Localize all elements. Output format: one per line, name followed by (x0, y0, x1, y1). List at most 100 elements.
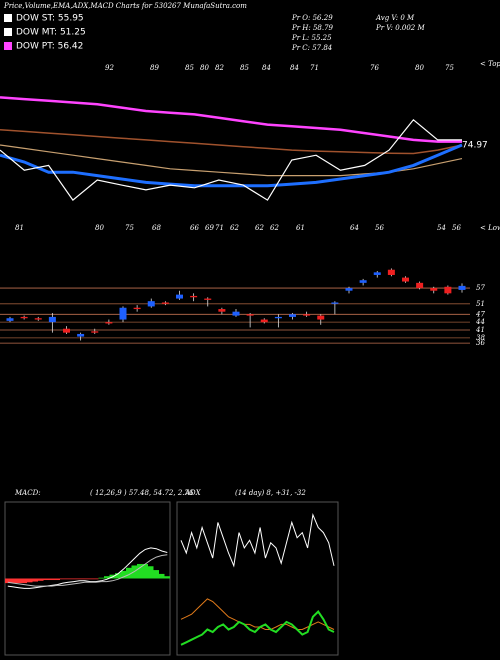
legend-entry: DOW ST: 55.95 (16, 14, 84, 24)
low-label: 71 (215, 224, 224, 232)
candle-body (345, 288, 353, 291)
candle-body (6, 318, 14, 321)
candle-body (218, 309, 226, 312)
histogram-bar (5, 578, 11, 584)
histogram-bar (38, 578, 44, 581)
y-tick-label: 47 (475, 310, 485, 318)
low-label: 62 (230, 224, 239, 232)
candle-body (190, 295, 198, 298)
histogram-bar (21, 578, 27, 584)
low-label: 75 (125, 224, 134, 232)
top-label: 85 (240, 64, 249, 72)
candle-body (63, 328, 70, 333)
low-label: 61 (296, 224, 305, 232)
lows-label: < Lows (480, 224, 500, 232)
top-label: 80 (200, 64, 209, 72)
low-label: 56 (375, 224, 384, 232)
histogram-bar (159, 573, 165, 579)
candle-body (444, 286, 452, 294)
histogram-bar (49, 578, 55, 581)
adx-line (180, 610, 335, 646)
candle-body (34, 318, 42, 320)
low-label: 66 (190, 224, 199, 232)
y-tick-label: 44 (475, 318, 485, 326)
low-label: 69 (205, 224, 214, 232)
top-label: 84 (290, 64, 299, 72)
top-label: 76 (370, 64, 379, 72)
candle-body (246, 314, 254, 316)
y-tick-label: 38 (476, 334, 485, 342)
histogram-bar (137, 563, 143, 579)
low-label: 64 (350, 224, 359, 232)
histogram-bar (126, 567, 132, 579)
y-tick-label: 36 (476, 339, 485, 347)
y-tick-label: 41 (475, 326, 485, 334)
top-label: 92 (105, 64, 114, 72)
quote: Pr L: 55.25 (291, 34, 332, 42)
top-label: 84 (262, 64, 271, 72)
quote: Pr C: 57.84 (291, 44, 332, 52)
top-label: 71 (310, 64, 319, 72)
low-label: 62 (255, 224, 264, 232)
histogram-bar (153, 570, 159, 579)
candle-body (373, 272, 381, 275)
quote: Pr V: 0.002 M (375, 24, 425, 32)
legend-entry: DOW PT: 56.42 (16, 42, 83, 52)
legend-swatch (4, 28, 12, 36)
candle-body (274, 316, 282, 319)
histogram-bar (10, 578, 16, 584)
top-label: 89 (150, 64, 159, 72)
candle-body (147, 301, 155, 307)
top-label: 85 (185, 64, 194, 72)
adx-line (180, 512, 335, 568)
y-tick-label: 57 (476, 284, 485, 292)
histogram-bar (65, 578, 71, 580)
histogram-bar (148, 566, 154, 579)
low-label: 54 (437, 224, 446, 232)
candle-body (91, 331, 99, 333)
histogram-bar (76, 578, 82, 580)
macd-line (7, 554, 168, 587)
candle-body (119, 307, 127, 320)
tops-label: < Tops (480, 60, 500, 68)
candle-body (133, 307, 141, 310)
y-tick-label: 51 (476, 300, 485, 308)
legend-swatch (4, 42, 12, 50)
histogram-bar (71, 578, 77, 580)
top-label: 75 (445, 64, 454, 72)
quote: Pr H: 58.79 (291, 24, 334, 32)
histogram-bar (54, 578, 60, 581)
histogram-bar (82, 578, 88, 580)
chart-title: Price,Volume,EMA,ADX,MACD Charts for 530… (3, 2, 247, 10)
panel-params: ( 12,26,9 ) 57.48, 54.72, 2.76 (90, 489, 194, 497)
histogram-bar (32, 578, 38, 582)
ema-line (0, 118, 462, 201)
panel-label: MACD: (14, 489, 41, 497)
candle-body (161, 302, 169, 304)
low-label: 80 (95, 224, 104, 232)
quote: Pr O: 56.29 (291, 14, 333, 22)
candle-body (458, 285, 466, 290)
histogram-bar (60, 578, 66, 580)
macd-line (7, 547, 168, 589)
top-label: 82 (215, 64, 224, 72)
candle-body (416, 282, 424, 289)
candle-body (176, 294, 183, 299)
candle-body (289, 314, 296, 317)
candle-body (317, 315, 325, 320)
histogram-bar (93, 578, 99, 580)
low-label: 68 (152, 224, 161, 232)
candle-body (303, 314, 311, 316)
candle-body (331, 302, 339, 304)
histogram-bar (43, 578, 49, 581)
candle-body (204, 298, 212, 300)
panel-label: ADX (184, 489, 202, 497)
candle-body (105, 322, 113, 324)
candle-body (20, 316, 28, 319)
legend-swatch (4, 14, 12, 22)
panel-params: (14 day) 8, +31, -32 (235, 489, 306, 497)
histogram-bar (98, 577, 104, 579)
adx-frame (176, 501, 339, 656)
low-label: 62 (270, 224, 279, 232)
